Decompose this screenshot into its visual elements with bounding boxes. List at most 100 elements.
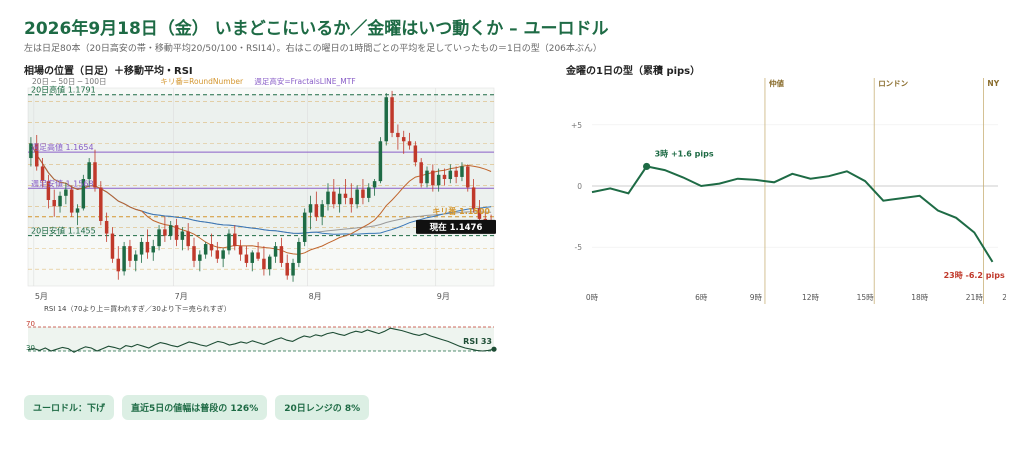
legend-item: 20日 ─ 50日 ─ 100日	[32, 77, 106, 86]
candle-body	[75, 208, 80, 213]
summary-badges: ユーロドル：下げ 直近5日の値幅は普段の 126% 20日レンジの 8%	[24, 395, 370, 420]
candle-body	[81, 179, 86, 209]
candle-body	[407, 141, 412, 146]
candle-body	[192, 246, 196, 261]
x-tick-label: 15時	[857, 293, 875, 302]
candle-body	[355, 189, 359, 205]
page-subtitle: 左は日足80本（20日高安の帯・移動平均20/50/100・RSI14）。右はこ…	[24, 44, 602, 54]
candle-body	[34, 143, 39, 167]
candle-body	[215, 250, 220, 259]
x-tick-label: 12時	[802, 293, 820, 302]
candle-body	[180, 231, 185, 240]
candle-body	[332, 191, 336, 205]
candle-body	[40, 166, 45, 182]
candle-body	[262, 258, 266, 270]
x-tick-label: 0時	[586, 293, 599, 302]
candle-body	[122, 246, 126, 272]
candle-body	[244, 254, 249, 263]
max-annotation: 3時 +1.6 pips	[655, 148, 714, 158]
candle-body	[314, 204, 319, 217]
ma20-line	[30, 143, 492, 255]
candle-body	[466, 166, 470, 188]
candle-body	[69, 189, 74, 213]
candle-body	[99, 187, 103, 221]
hourly-chart-title: 金曜の1日の型（累積 pips）	[566, 66, 701, 77]
rsi-chart: 70 30 RSI 33	[26, 320, 497, 353]
session-label: NY	[987, 79, 999, 88]
candle-body	[413, 145, 418, 163]
current-price-label: 現在 1.1476	[430, 222, 483, 233]
x-tick-label: 9月	[437, 292, 450, 301]
candle-body	[436, 174, 441, 186]
cumulative-pips-line	[591, 165, 994, 263]
candle-body	[349, 197, 354, 205]
candle-body	[378, 141, 383, 182]
candle-body	[302, 212, 307, 242]
candle-body	[372, 181, 377, 188]
candle-body	[174, 225, 179, 240]
candle-body	[238, 246, 243, 255]
candle-body	[396, 132, 400, 138]
candle-body	[128, 246, 132, 261]
candle-body	[151, 246, 155, 253]
x-tick-label: 21時	[966, 293, 984, 302]
max-point	[643, 162, 651, 171]
candle-body	[273, 246, 278, 257]
candle-body	[425, 170, 429, 184]
candle-body	[203, 244, 208, 255]
candle-body	[454, 170, 458, 177]
candle-body	[87, 162, 91, 180]
candle-body	[209, 244, 214, 251]
range-ratio-badge: 直近5日の値幅は普段の 126%	[122, 395, 268, 420]
candle-body	[233, 233, 237, 247]
band-label: 20日安値 1.1455	[31, 226, 96, 236]
candle-body	[198, 254, 202, 261]
candle-body	[168, 225, 173, 236]
rsi-end-point	[491, 346, 497, 352]
x-tick-label: 9時	[750, 293, 763, 302]
trend-badge: ユーロドル：下げ	[24, 395, 115, 420]
rsi-end-label: RSI 33	[463, 337, 492, 346]
weekly-label: 週足高値 1.1654	[31, 142, 94, 152]
candle-body	[110, 233, 115, 259]
legend-item: キリ番=RoundNumber	[160, 76, 244, 86]
x-tick-label: 8月	[309, 292, 322, 301]
candle-body	[116, 258, 121, 272]
range-position-badge: 20日レンジの 8%	[275, 395, 370, 420]
session-label: 仲値	[769, 78, 784, 88]
page-title: 2026年9月18日（金） いまどこにいるか／金曜はいつ動くか – ユーロドル	[24, 19, 609, 39]
candle-body	[337, 193, 342, 205]
y-tick-label: 0	[577, 182, 582, 191]
candle-body	[157, 229, 161, 247]
candle-body	[145, 241, 150, 253]
plot-area	[27, 87, 495, 287]
candle-body	[471, 187, 476, 209]
candle-body	[250, 252, 255, 263]
x-tick-label: 23時	[1002, 293, 1006, 302]
weekly-label: 週足安値 1.1568	[31, 178, 94, 188]
candle-body	[256, 252, 260, 259]
candle-body	[29, 143, 33, 159]
band-label: 20日高値 1.1791	[31, 85, 96, 95]
candle-body	[93, 162, 97, 188]
x-tick-label: 18時	[911, 293, 929, 302]
candle-body	[221, 250, 225, 259]
rsi-neutral-zone	[28, 327, 494, 351]
price-chart: 5月 7月 8月 9月 20日高値 1.1791 週足高値 1.1654 週足安値 1.15…	[27, 76, 496, 301]
session-label: ロンドン	[878, 79, 908, 88]
range-band	[28, 94, 494, 236]
rsi-chart-title: RSI 14（70より上＝買われすぎ／30より下＝売られすぎ）	[44, 305, 231, 313]
candle-body	[448, 170, 453, 180]
rsi-line	[27, 327, 495, 353]
legend-item: 週足高安=FractalsLINE_MTF	[254, 76, 355, 86]
current-price-box	[416, 219, 496, 234]
candle-body	[285, 262, 289, 276]
candle-body	[442, 174, 447, 180]
candle-body	[477, 208, 482, 219]
candle-body	[52, 200, 56, 207]
candle-body	[58, 195, 62, 207]
candle-body	[343, 193, 348, 198]
candle-body	[163, 229, 167, 236]
candle-body	[367, 187, 371, 198]
candle-body	[104, 220, 109, 234]
